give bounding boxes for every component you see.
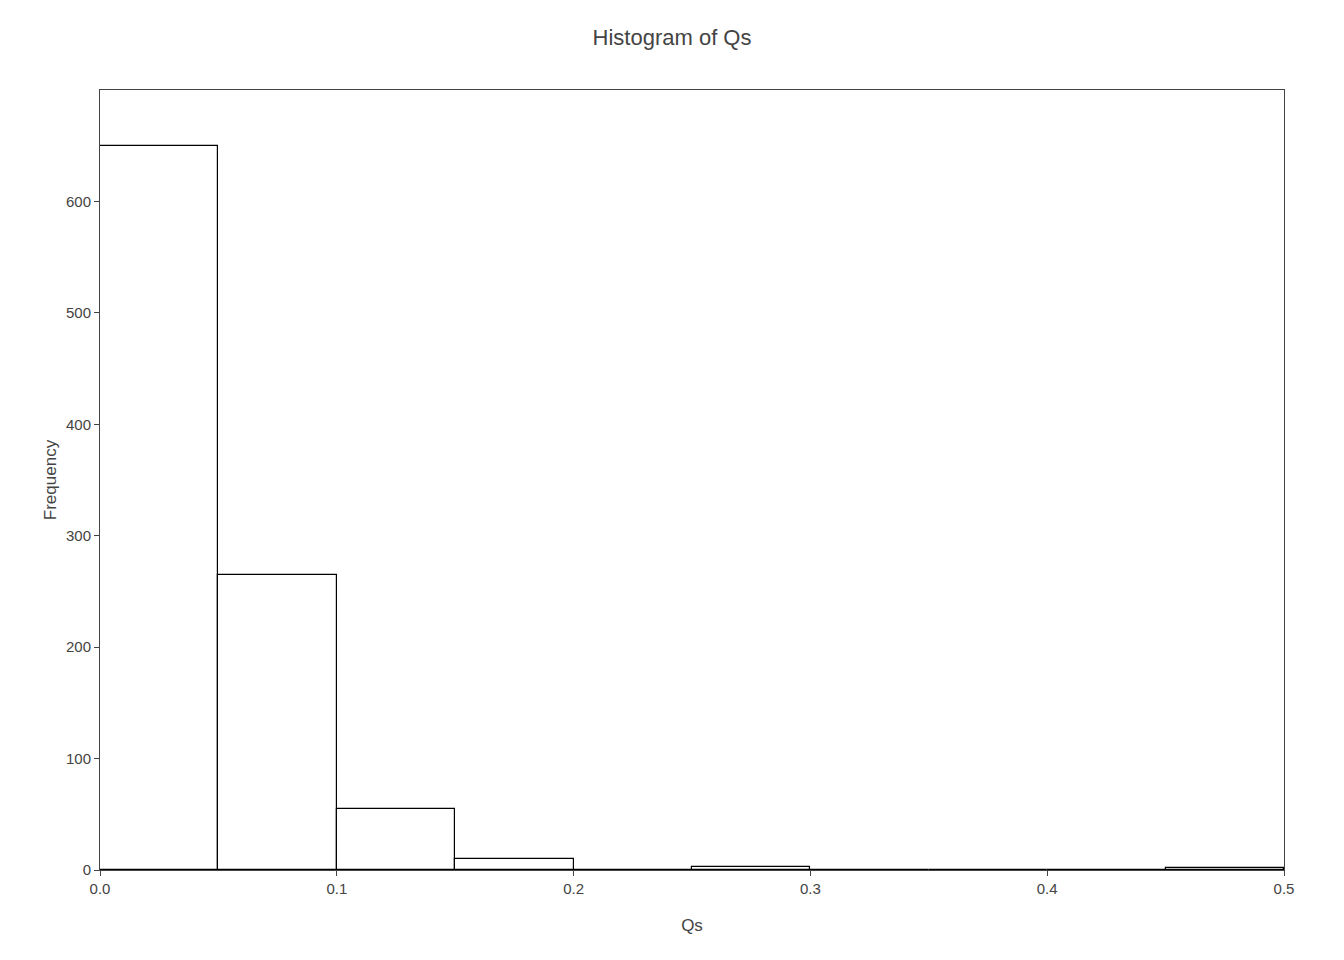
svg-text:500: 500 (66, 304, 91, 321)
svg-text:400: 400 (66, 416, 91, 433)
svg-text:0.5: 0.5 (1274, 880, 1295, 897)
svg-text:300: 300 (66, 527, 91, 544)
svg-text:0.4: 0.4 (1037, 880, 1058, 897)
svg-text:0.3: 0.3 (800, 880, 821, 897)
svg-text:0.2: 0.2 (563, 880, 584, 897)
svg-text:Qs: Qs (681, 916, 703, 935)
svg-text:0.0: 0.0 (90, 880, 111, 897)
svg-text:0: 0 (83, 861, 91, 878)
svg-text:600: 600 (66, 193, 91, 210)
svg-text:Histogram of Qs: Histogram of Qs (593, 25, 752, 50)
svg-text:200: 200 (66, 638, 91, 655)
svg-text:0.1: 0.1 (326, 880, 347, 897)
svg-text:100: 100 (66, 750, 91, 767)
svg-text:Frequency: Frequency (41, 439, 60, 520)
